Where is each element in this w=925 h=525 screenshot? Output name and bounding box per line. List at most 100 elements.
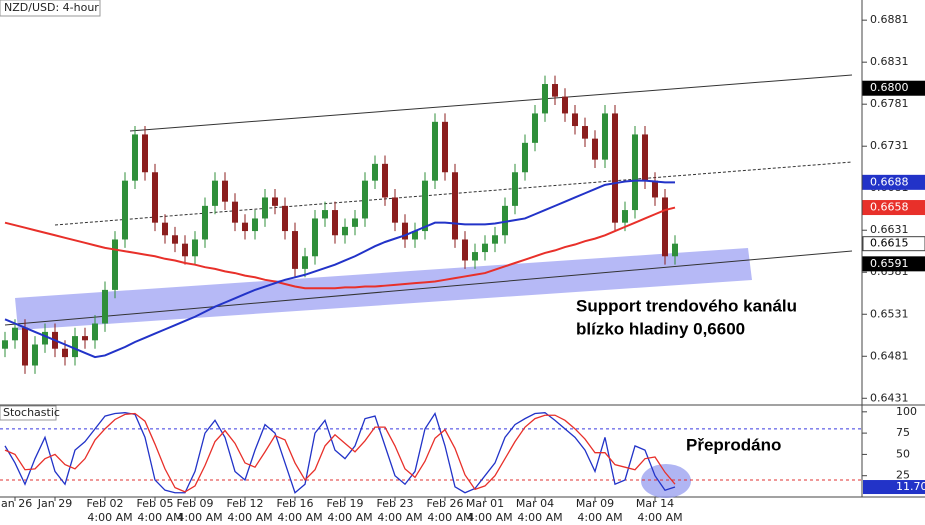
- candle-body: [252, 218, 258, 232]
- candle-body: [282, 205, 288, 232]
- candle-body: [472, 252, 478, 261]
- price-label: 0.6658: [870, 201, 909, 214]
- candle-body: [542, 84, 548, 114]
- candle-body: [392, 197, 398, 223]
- x-sub-label: 4:00 AM: [517, 511, 562, 524]
- moving-average: [4, 179, 675, 359]
- last-value-box: [863, 480, 925, 495]
- candle-body: [592, 138, 598, 160]
- candle-body: [152, 172, 158, 223]
- stochastic-line: [4, 411, 676, 494]
- y-tick-label: 0.6631: [870, 223, 909, 236]
- x-sub-label: 4:00 AM: [637, 511, 682, 524]
- price-label-box: [862, 256, 925, 272]
- candle-body: [512, 172, 518, 206]
- channel-mid: [54, 161, 853, 226]
- candle-body: [42, 331, 48, 345]
- candle-body: [522, 142, 528, 173]
- candle-body: [582, 126, 588, 139]
- x-tick-label: Feb 23: [377, 497, 414, 510]
- indicator-title: Stochastic: [3, 406, 60, 419]
- y-tick-label: 0.6881: [870, 13, 909, 26]
- candle-body: [232, 201, 238, 223]
- price-label: 0.6688: [870, 175, 909, 188]
- candle-body: [372, 163, 378, 181]
- candle-body: [22, 327, 28, 366]
- x-tick-label: Mar 09: [576, 497, 614, 510]
- y-tick-label: 0.6731: [870, 139, 909, 152]
- annotation: Support trendového kanálu: [576, 296, 797, 315]
- candle-body: [402, 222, 408, 240]
- candle-body: [352, 218, 358, 227]
- candle-body: [482, 243, 488, 253]
- chart-title: NZD/USD: 4-hour: [4, 1, 99, 14]
- candle-body: [142, 134, 148, 173]
- candle-body: [642, 134, 648, 181]
- x-tick-label: Feb 12: [227, 497, 264, 510]
- x-tick-label: Jan 29: [37, 497, 72, 510]
- candle-body: [172, 235, 178, 244]
- candle-body: [272, 197, 278, 206]
- y-tick-label: 25: [896, 469, 910, 482]
- support-band: [15, 248, 752, 330]
- moving-average: [4, 206, 676, 290]
- candle-body: [222, 180, 228, 202]
- annotation: Přeprodáno: [686, 435, 781, 454]
- x-sub-label: 4:00 AM: [327, 511, 372, 524]
- candle-body: [412, 231, 418, 240]
- price-label: 0.6591: [870, 257, 909, 270]
- candle-body: [262, 197, 268, 219]
- candle-body: [192, 239, 198, 257]
- x-tick-label: Feb 05: [137, 497, 174, 510]
- candle-body: [242, 222, 248, 232]
- candle-body: [132, 134, 138, 181]
- x-sub-label: 4:00 AM: [137, 511, 182, 524]
- candle-body: [622, 210, 628, 223]
- x-tick-label: Feb 02: [87, 497, 124, 510]
- candle-body: [12, 327, 18, 341]
- price-label-box: [862, 174, 925, 190]
- candle-body: [602, 113, 608, 160]
- indicator-title-box: [0, 405, 57, 421]
- candle-body: [452, 172, 458, 240]
- candle-body: [82, 336, 88, 341]
- y-tick-label: 100: [896, 405, 917, 418]
- candle-body: [442, 121, 448, 173]
- candle-body: [492, 235, 498, 244]
- x-tick-label: Mar 14: [636, 497, 674, 510]
- candle-body: [382, 163, 388, 198]
- candle-body: [32, 344, 38, 366]
- candle-body: [652, 180, 658, 198]
- title-box: [0, 0, 101, 17]
- price-label-box: [862, 80, 925, 96]
- y-tick-label: 0.6431: [870, 391, 909, 404]
- last-value-label: 11.70: [896, 480, 925, 493]
- price-label-box: [862, 200, 925, 216]
- y-tick-label: 75: [896, 426, 910, 439]
- candle-body: [422, 180, 428, 232]
- candle-body: [462, 239, 468, 261]
- x-sub-label: 4:00 AM: [277, 511, 322, 524]
- candle-body: [182, 243, 188, 257]
- price-label: 0.6800: [870, 81, 909, 94]
- oversold-highlight: [641, 464, 691, 498]
- candle-body: [302, 256, 308, 269]
- x-sub-label: 4:00 AM: [577, 511, 622, 524]
- candle-body: [662, 197, 668, 257]
- candle-body: [672, 243, 678, 257]
- candle-body: [552, 84, 558, 97]
- x-sub-label: 4:00 AM: [467, 511, 512, 524]
- y-tick-label: 0.6481: [870, 349, 909, 362]
- y-tick-label: 0.6831: [870, 55, 909, 68]
- candle-body: [342, 226, 348, 236]
- candle-body: [92, 323, 98, 341]
- candle-body: [502, 205, 508, 236]
- channel-bottom: [4, 250, 853, 326]
- price-label: 0.6615: [870, 237, 909, 250]
- stochastic-line: [4, 412, 676, 493]
- y-tick-label: 0.6531: [870, 307, 909, 320]
- candle-body: [572, 113, 578, 127]
